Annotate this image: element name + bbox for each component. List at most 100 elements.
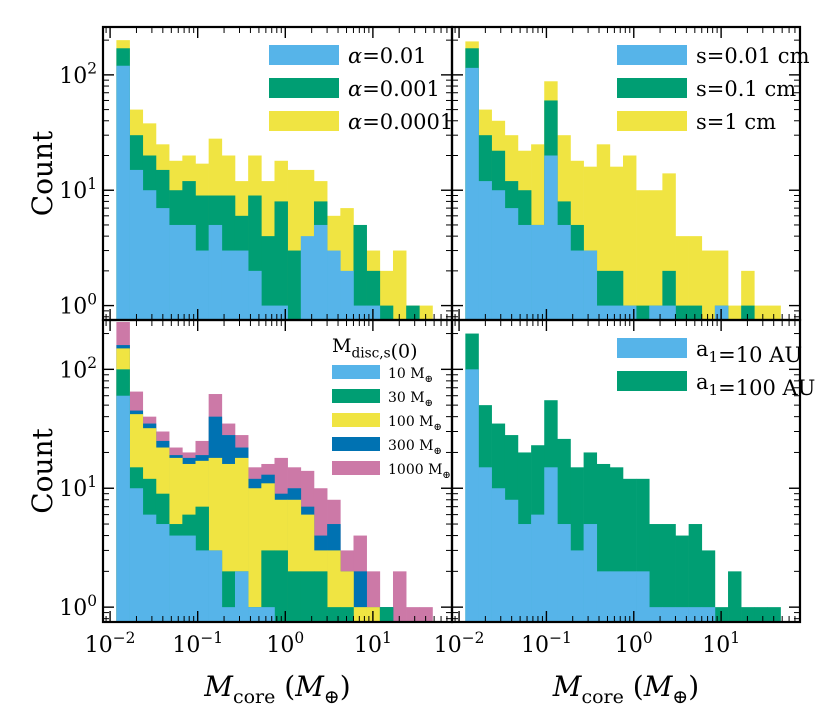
legend-swatch-blue <box>332 365 380 379</box>
bar-blue-1 <box>129 488 144 622</box>
bar-blue-15 <box>662 305 676 320</box>
legend-swatch-blue <box>269 45 339 65</box>
bar-blue-4 <box>517 524 532 622</box>
bar-green-12 <box>274 201 288 320</box>
legend-swatch-yellow <box>617 111 687 131</box>
legend: Mdisc,s(0) 10 M⊕ 30 M⊕ 100 M⊕ 300 M⊕ 1000 M⊕ <box>332 335 451 481</box>
bar-green-16 <box>675 535 689 622</box>
bar-blue-12 <box>622 305 637 320</box>
panel-top-left: 100 101 102 Count α=0.01 α=0.001 α=0.0001 <box>26 25 453 322</box>
bar-green-15 <box>662 524 676 622</box>
bar-blue-3 <box>504 499 519 622</box>
bar-blue-14 <box>300 236 315 320</box>
bar-blue-11 <box>261 607 275 622</box>
bar-blue-4 <box>169 224 183 320</box>
bar-blue-14 <box>649 607 663 622</box>
bar-blue-0 <box>116 65 130 320</box>
bar-blue-3 <box>155 524 170 622</box>
legend-swatch-darkblue <box>332 437 380 451</box>
x-tick-label: 10−1 <box>521 629 572 658</box>
bar-yellow-14 <box>649 190 663 320</box>
bar-blue-7 <box>208 224 223 320</box>
bar-blue-5 <box>531 514 545 622</box>
bar-green-18 <box>701 550 716 622</box>
bar-blue-10 <box>248 607 262 622</box>
panels-group: 100 101 102 Count α=0.01 α=0.001 α=0.0001 s=0.0… <box>26 25 815 708</box>
bar-green-13 <box>636 305 650 320</box>
bar-blue-9 <box>234 250 249 320</box>
bar-blue-5 <box>182 535 196 622</box>
bar-green-17 <box>340 607 354 622</box>
bar-blue-15 <box>662 607 676 622</box>
bar-green-20 <box>379 607 394 622</box>
x-tick-label: 10−2 <box>85 629 136 658</box>
legend-label: α=0.0001 <box>348 110 453 134</box>
legend-swatch-blue <box>617 45 687 65</box>
bar-green-12 <box>274 550 288 622</box>
legend-label: α=0.001 <box>348 77 440 101</box>
bar-green-21 <box>741 607 755 622</box>
bar-blue-9 <box>234 571 249 622</box>
legend-label: a1=10 AU <box>696 337 802 367</box>
bar-blue-3 <box>504 208 519 320</box>
bar-blue-11 <box>261 305 275 320</box>
legend-swatch-pink <box>332 461 380 475</box>
bar-blue-7 <box>557 524 571 622</box>
bar-green-22 <box>406 305 420 320</box>
bar-green-16 <box>327 607 341 622</box>
bar-blue-6 <box>544 155 558 320</box>
bar-yellow-16 <box>327 550 341 622</box>
bar-blue-2 <box>142 190 157 320</box>
x-axis-label: Mcore (M⊕) <box>552 670 699 708</box>
x-tick-label: 10−1 <box>172 629 223 658</box>
x-tick-label: 100 <box>266 629 304 658</box>
legend: α=0.01 α=0.001 α=0.0001 <box>269 44 453 134</box>
bar-green-23 <box>767 607 781 622</box>
bar-yellow-22 <box>754 305 768 320</box>
bar-yellow-10 <box>248 488 262 622</box>
bar-blue-1 <box>129 169 144 320</box>
bar-green-15 <box>313 571 328 622</box>
bar-blue-2 <box>142 514 157 622</box>
bar-yellow-12 <box>622 155 637 320</box>
bar-blue-2 <box>491 488 506 622</box>
bar-blue-11 <box>609 305 624 320</box>
legend-swatch-yellow <box>269 111 339 131</box>
axes-frame <box>450 318 802 624</box>
bar-green-20 <box>728 571 742 622</box>
bar-green-13 <box>287 250 302 320</box>
bar-green-16 <box>675 305 689 320</box>
legend-label: a1=100 AU <box>696 370 815 400</box>
bar-blue-17 <box>340 270 354 320</box>
legend-label: s=1 cm <box>696 110 776 134</box>
y-axis-label: Count <box>26 427 59 513</box>
bar-blue-10 <box>248 270 262 320</box>
legend: s=0.01 cm s=0.1 cm s=1 cm <box>617 44 810 134</box>
bar-green-21 <box>741 305 755 320</box>
bar-blue-6 <box>195 550 209 622</box>
bar-blue-9 <box>583 524 598 622</box>
legend-label: s=0.01 cm <box>696 44 810 68</box>
bar-blue-16 <box>327 250 341 320</box>
bar-yellow-17 <box>688 236 703 320</box>
bar-yellow-16 <box>675 236 689 320</box>
y-axis-label: Count <box>26 130 59 216</box>
bar-yellow-23 <box>419 305 433 320</box>
legend-title: Mdisc,s(0) <box>332 335 418 362</box>
legend-label: 10 M⊕ <box>388 366 433 385</box>
bar-blue-18 <box>353 305 367 320</box>
bar-blue-5 <box>182 224 196 320</box>
legend-swatch-green <box>269 78 339 98</box>
bar-blue-13 <box>636 571 650 622</box>
bar-blue-7 <box>208 550 223 622</box>
legend-swatch-blue <box>617 338 687 358</box>
bar-blue-10 <box>596 571 611 622</box>
bar-pink-22 <box>406 607 420 622</box>
bar-blue-1 <box>478 181 492 320</box>
bar-blue-5 <box>531 224 545 320</box>
bar-blue-15 <box>313 224 328 320</box>
bar-blue-6 <box>544 467 558 622</box>
